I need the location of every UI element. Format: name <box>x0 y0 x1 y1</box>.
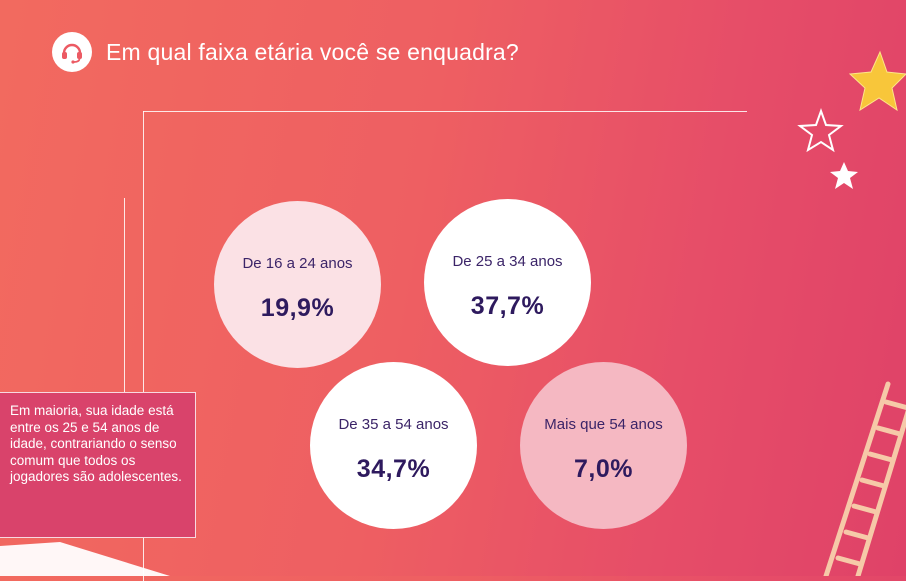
insight-note: Em maioria, sua idade está entre os 25 e… <box>0 392 196 538</box>
outline-star-icon <box>797 108 844 153</box>
frame-line-top <box>143 111 747 112</box>
gold-star-icon <box>848 50 906 112</box>
bubble-value: 37,7% <box>470 292 545 320</box>
bubble-label: De 35 a 54 anos <box>338 416 449 433</box>
bubble-2: De 25 a 34 anos 37,7% <box>424 199 591 366</box>
bubble-3: De 35 a 54 anos 34,7% <box>310 362 477 529</box>
bubble-value: 34,7% <box>356 455 431 483</box>
bubble-label: De 16 a 24 anos <box>242 255 353 272</box>
bubble-label: Mais que 54 anos <box>544 416 663 433</box>
ladder-icon <box>823 381 906 576</box>
bubble-4: Mais que 54 anos 7,0% <box>520 362 687 529</box>
bubble-1: De 16 a 24 anos 19,9% <box>214 201 381 368</box>
bubble-value: 7,0% <box>574 455 633 483</box>
header: Em qual faixa etária você se enquadra? <box>52 32 519 72</box>
frame-line-left <box>143 111 144 581</box>
bubble-value: 19,9% <box>260 294 335 322</box>
headset-icon <box>52 32 92 72</box>
frame-line-left-short <box>124 198 125 393</box>
page-title: Em qual faixa etária você se enquadra? <box>106 38 519 65</box>
bottom-corner-shape <box>0 542 170 576</box>
white-star-icon <box>830 162 858 189</box>
bubble-label: De 25 a 34 anos <box>452 253 563 270</box>
